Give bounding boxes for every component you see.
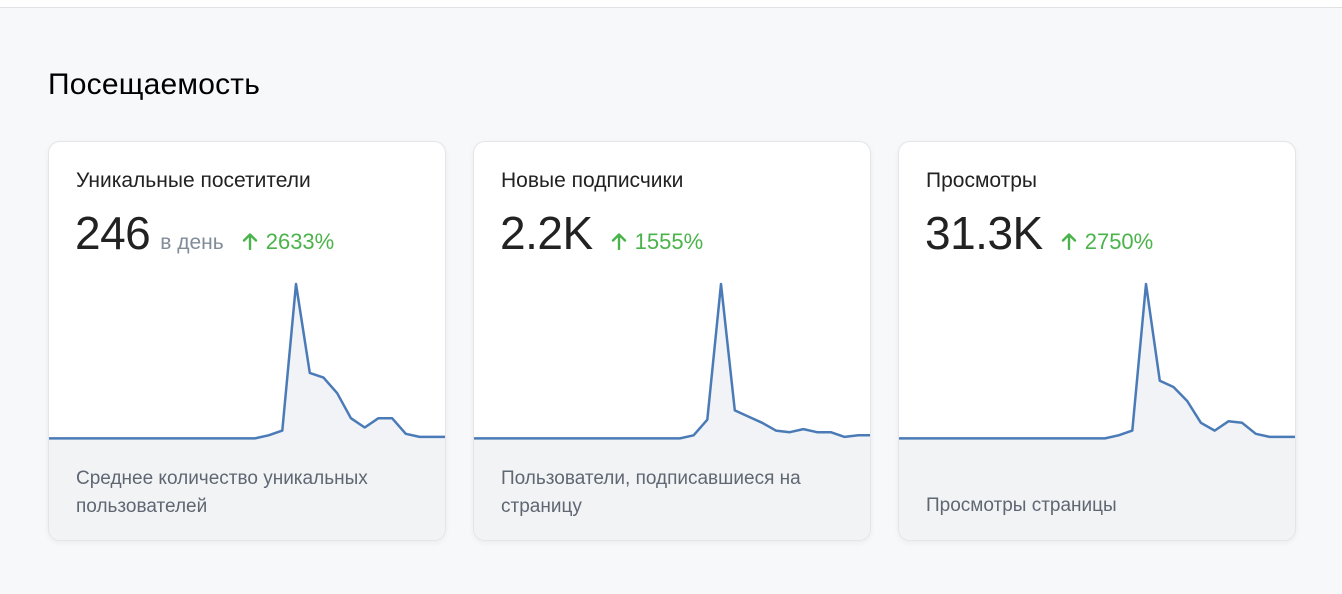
card-description: Среднее количество уникальных пользовате… [76,468,368,517]
arrow-up-icon [242,233,257,250]
sparkline-chart [899,282,1296,444]
metric-row: 31.3K 2750% [925,206,1154,259]
stat-card-new-subscribers[interactable]: Новые подписчики 2.2K 1555% Пользователи… [473,141,871,541]
metric-row: 2.2K 1555% [500,206,704,259]
metric-change-value: 2750% [1084,229,1154,254]
metric-change: 1555% [611,229,704,255]
section-title: Посещаемость [48,68,261,101]
card-title: Уникальные посетители [76,169,311,192]
sparkline-area [474,284,870,444]
card-footer: Пользователи, подписавшиеся на страницу [474,440,870,540]
sparkline-chart [49,282,446,444]
card-description: Пользователи, подписавшиеся на страницу [501,468,801,517]
top-divider [0,0,1342,8]
card-footer: Просмотры страницы [899,440,1295,540]
card-title: Новые подписчики [501,169,684,192]
metric-value: 246 [75,207,151,259]
metric-change: 2750% [1061,229,1154,255]
metric-row: 246 в день 2633% [75,206,335,259]
sparkline-line [474,284,871,438]
stat-card-views[interactable]: Просмотры 31.3K 2750% Просмотры страницы [898,141,1296,541]
metric-change-value: 2633% [265,229,335,254]
sparkline-chart [474,282,871,444]
sparkline-area [899,284,1295,444]
metric-change-value: 1555% [634,229,704,254]
arrow-up-icon [1061,233,1076,250]
metric-change: 2633% [242,229,335,255]
card-title: Просмотры [926,169,1037,192]
sparkline-line [49,284,446,438]
sparkline-line [899,284,1296,438]
stats-cards: Уникальные посетители 246 в день 2633% С… [48,141,1298,541]
metric-value: 31.3K [925,207,1043,259]
card-description: Просмотры страницы [926,495,1117,516]
stat-card-unique-visitors[interactable]: Уникальные посетители 246 в день 2633% С… [48,141,446,541]
metric-value: 2.2K [500,207,593,259]
metric-unit: в день [160,231,224,254]
sparkline-area [49,284,445,444]
card-footer: Среднее количество уникальных пользовате… [49,440,445,540]
arrow-up-icon [611,233,626,250]
